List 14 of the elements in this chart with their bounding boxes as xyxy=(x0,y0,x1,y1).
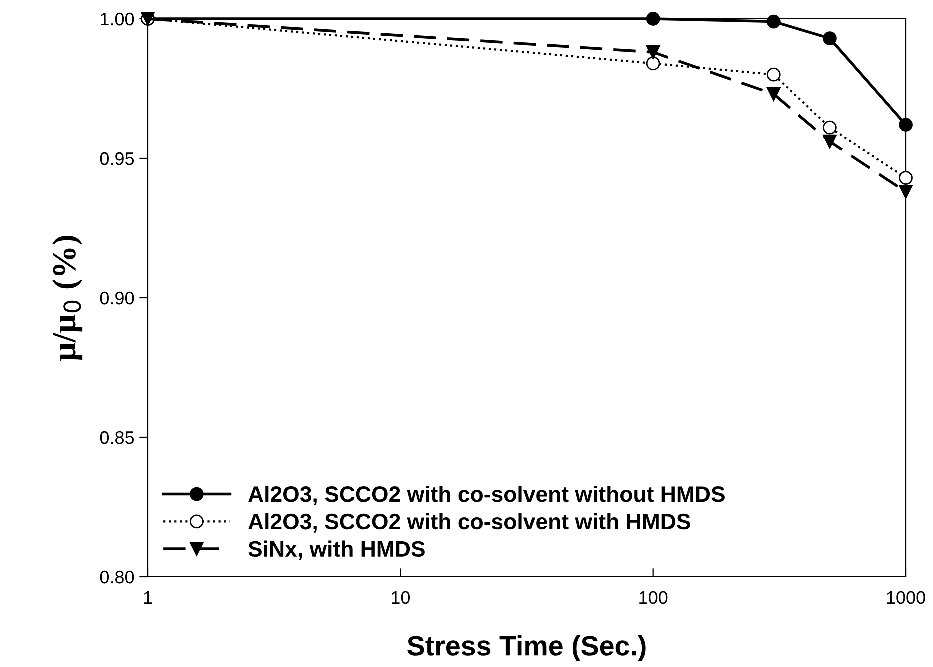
x-axis-title: Stress Time (Sec.) xyxy=(408,636,646,662)
y-tick-label: 0.95 xyxy=(100,152,134,166)
legend-label: Al2O3, SCCO2 with co-solvent without HMDS xyxy=(248,486,725,506)
y-axis-title: μ/μ$_{0}$ (%) xyxy=(52,236,83,362)
x-tick-label: 10 xyxy=(392,591,410,604)
x-tick-label: 100 xyxy=(640,591,668,604)
y-tick-label: 0.80 xyxy=(100,570,134,584)
legend-label: SiNx, with HMDS xyxy=(248,540,425,560)
y-tick-label: 0.85 xyxy=(100,431,134,444)
x-tick-label: 1000 xyxy=(887,591,926,604)
x-tick-label: 1 xyxy=(144,592,152,604)
legend-label: Al2O3, SCCO2 with co-solvent with HMDS xyxy=(248,513,690,533)
y-tick-label: 0.90 xyxy=(100,292,134,305)
y-tick-label: 1.00 xyxy=(101,12,134,26)
